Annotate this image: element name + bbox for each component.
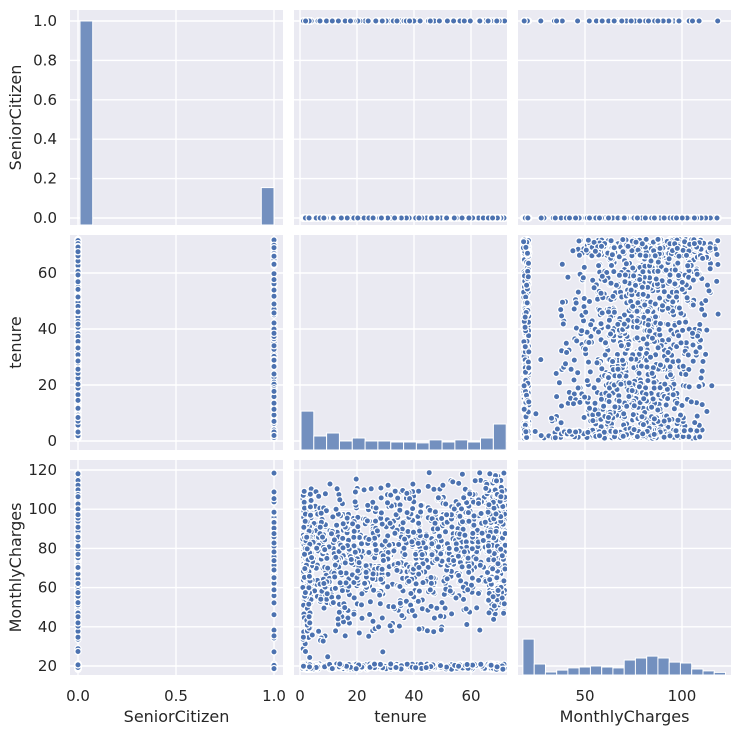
hist-bar [339, 440, 353, 450]
y-tick-label: 100 [28, 500, 57, 518]
y-tick-label: 0.0 [33, 209, 57, 227]
gridlines [294, 235, 507, 450]
hist-bar [79, 20, 94, 225]
hist-bar [454, 439, 469, 450]
panel-SeniorCitizen-vs-MonthlyCharges [518, 10, 731, 225]
hist-bar [623, 659, 637, 675]
panel-background [294, 235, 507, 450]
y-tick-label: 60 [38, 579, 57, 597]
y-tick-label: 20 [38, 376, 57, 394]
panel-background [518, 10, 731, 225]
scatter-points-tenure-vs-seniorcitizen [74, 235, 278, 442]
hist-bar [679, 662, 693, 675]
y-tick-label: 40 [38, 320, 57, 338]
scatter-points-seniorcitizen-vs-tenure [299, 17, 507, 222]
y-axis-label-tenure: tenure [6, 316, 25, 368]
hist-bar [326, 432, 340, 450]
scatter-points-seniorcitizen-vs-monthlycharges [519, 17, 722, 222]
hist-bar [533, 663, 547, 675]
x-axis-label-tenure: tenure [374, 707, 426, 726]
x-tick-label: 0.5 [164, 687, 188, 705]
y-tick-label: 0 [47, 432, 57, 450]
panel-background [294, 10, 507, 225]
x-tick-label: 20 [347, 687, 366, 705]
hist-bar [713, 671, 727, 675]
x-tick-label: 100 [668, 687, 697, 705]
hist-bar [313, 435, 328, 450]
x-axis-label-MonthlyCharges: MonthlyCharges [560, 707, 690, 726]
y-tick-label: 0.2 [33, 170, 57, 188]
hist-bar [702, 670, 715, 675]
hist-bar [300, 410, 315, 450]
y-tick-label: 0.4 [33, 130, 57, 148]
x-tick-label: 0.0 [66, 687, 90, 705]
y-tick-label: 20 [38, 657, 57, 675]
hist-bar [364, 440, 379, 450]
histogram-tenure [300, 410, 507, 450]
hist-bar [612, 667, 625, 675]
scatter-points-monthlycharges-vs-tenure [299, 469, 507, 674]
y-tick-label: 1.0 [33, 12, 57, 30]
panel-MonthlyCharges-vs-MonthlyCharges [518, 460, 731, 675]
scatter-points-tenure-vs-monthlycharges [519, 235, 722, 442]
x-tick-label: 60 [461, 687, 480, 705]
hist-bar [403, 441, 417, 450]
hist-bar [556, 669, 569, 675]
x-tick-label: 0 [295, 687, 305, 705]
panel-tenure-vs-SeniorCitizen [70, 235, 283, 450]
y-tick-label: 0.8 [33, 51, 57, 69]
hist-bar [480, 437, 494, 450]
hist-bar [578, 666, 592, 675]
hist-bar [646, 655, 659, 675]
histogram-MonthlyCharges [522, 638, 727, 675]
y-tick-label: 120 [28, 461, 57, 479]
y-tick-label: 40 [38, 618, 57, 636]
hist-bar [544, 671, 558, 675]
hist-bar [601, 666, 614, 675]
hist-bar [467, 441, 482, 450]
panel-MonthlyCharges-vs-SeniorCitizen [70, 460, 283, 675]
hist-bar [390, 441, 405, 450]
x-axis-label-SeniorCitizen: SeniorCitizen [124, 707, 230, 726]
x-tick-label: 50 [575, 687, 594, 705]
panel-tenure-vs-tenure [294, 235, 507, 450]
x-tick-label: 40 [404, 687, 423, 705]
y-tick-label: 0.6 [33, 91, 57, 109]
hist-bar [377, 440, 392, 450]
hist-bar [522, 638, 535, 675]
hist-bar [351, 437, 366, 450]
hist-bar [260, 187, 275, 225]
y-tick-label: 60 [38, 264, 57, 282]
y-axis-label-SeniorCitizen: SeniorCitizen [6, 65, 25, 171]
hist-bar [415, 442, 430, 450]
hist-bar [634, 657, 648, 675]
x-tick-label: 1.0 [262, 687, 286, 705]
y-axis-label-MonthlyCharges: MonthlyCharges [6, 503, 25, 633]
histogram-SeniorCitizen [79, 20, 275, 225]
panel-SeniorCitizen-vs-tenure [294, 10, 507, 225]
y-tick-label: 80 [38, 539, 57, 557]
scatter-points-monthlycharges-vs-seniorcitizen [74, 469, 278, 673]
hist-bar [657, 657, 670, 675]
panel-background [518, 460, 731, 675]
hist-bar [492, 423, 507, 450]
gridlines [70, 10, 283, 225]
panel-SeniorCitizen-vs-SeniorCitizen [70, 10, 283, 225]
hist-bar [441, 441, 456, 450]
hist-bar [668, 661, 682, 675]
hist-bar [691, 668, 704, 675]
hist-bar [428, 439, 443, 450]
hist-bar [567, 667, 580, 675]
hist-bar [589, 665, 603, 675]
